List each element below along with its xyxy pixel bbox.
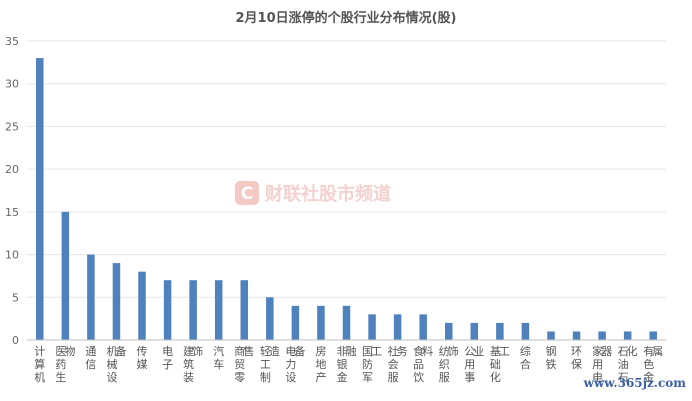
x-tick-label: 建筑装饰 [183, 344, 203, 384]
bar [87, 254, 95, 340]
bar [470, 322, 479, 340]
watermark: C 财联社股市频道 [235, 181, 391, 205]
x-tick-label: 商贸零售 [234, 344, 254, 384]
bars [36, 58, 657, 340]
y-tick-label: 5 [12, 291, 19, 304]
bar [317, 305, 325, 340]
x-tick-label: 传媒 [137, 345, 148, 371]
gridlines [27, 40, 666, 298]
bar [342, 305, 351, 340]
x-tick-label: 家用电器 [592, 344, 612, 384]
bar [649, 331, 657, 340]
x-tick-label: 基础化工 [490, 345, 510, 384]
bar [572, 331, 581, 340]
x-tick-label: 钢铁 [545, 345, 556, 371]
bar [521, 322, 530, 340]
bar [163, 280, 172, 340]
watermark-logo [235, 181, 259, 205]
x-tick-label: 电子 [162, 345, 173, 371]
x-tick-label: 机械设备 [106, 344, 126, 384]
y-tick-label: 10 [5, 249, 19, 262]
y-tick-label: 15 [5, 206, 19, 219]
x-tick-label: 国防军工 [362, 345, 382, 384]
x-tick-label: 计算机 [34, 345, 45, 384]
bar [419, 314, 427, 340]
x-tick-label: 汽车 [213, 344, 224, 371]
bar [266, 297, 274, 340]
watermark-logo-letter: C [241, 184, 253, 204]
x-tick-label: 轻工制造 [260, 344, 280, 384]
bar [444, 322, 453, 340]
x-tick-label: 纺织服饰 [439, 344, 459, 384]
y-tick-label: 25 [5, 120, 19, 133]
chart-title: 2月10日涨停的个股行业分布情况(股) [235, 10, 456, 26]
bar [393, 314, 402, 340]
bar [138, 271, 146, 340]
bar [368, 314, 376, 340]
bar [214, 280, 223, 340]
bar [240, 280, 249, 340]
x-tick-label: 公用事业 [464, 345, 484, 384]
x-tick-label: 通信 [85, 345, 96, 371]
bar [61, 211, 70, 340]
x-tick-label: 环保 [571, 345, 582, 371]
x-tick-label: 有色金属 [643, 344, 663, 384]
bar [189, 280, 197, 340]
bar [547, 331, 555, 340]
y-tick-label: 0 [12, 334, 19, 347]
y-tick-label: 20 [5, 163, 19, 176]
x-tick-label: 食品饮料 [413, 344, 433, 384]
bar [623, 331, 632, 340]
bar [112, 263, 121, 340]
x-tick-label: 综合 [520, 344, 531, 371]
y-tick-label: 30 [5, 78, 19, 91]
x-tick-label: 石油石化 [618, 344, 638, 384]
bar [496, 322, 504, 340]
corner-watermark: www.365jz.com [583, 376, 687, 390]
bar [291, 305, 300, 340]
x-tick-label: 非银金融 [337, 345, 357, 384]
x-tick-label: 电力设备 [285, 344, 305, 384]
x-tick-label: 医药生物 [55, 344, 75, 384]
x-tick-label: 房地产 [315, 345, 326, 384]
x-tick-label: 社会服务 [388, 344, 408, 384]
y-axis: 0 5 10 15 20 25 30 35 [5, 35, 19, 347]
watermark-text: 财联社股市频道 [265, 183, 391, 205]
bar [598, 331, 606, 340]
y-tick-label: 35 [5, 35, 19, 48]
bar [36, 58, 44, 340]
